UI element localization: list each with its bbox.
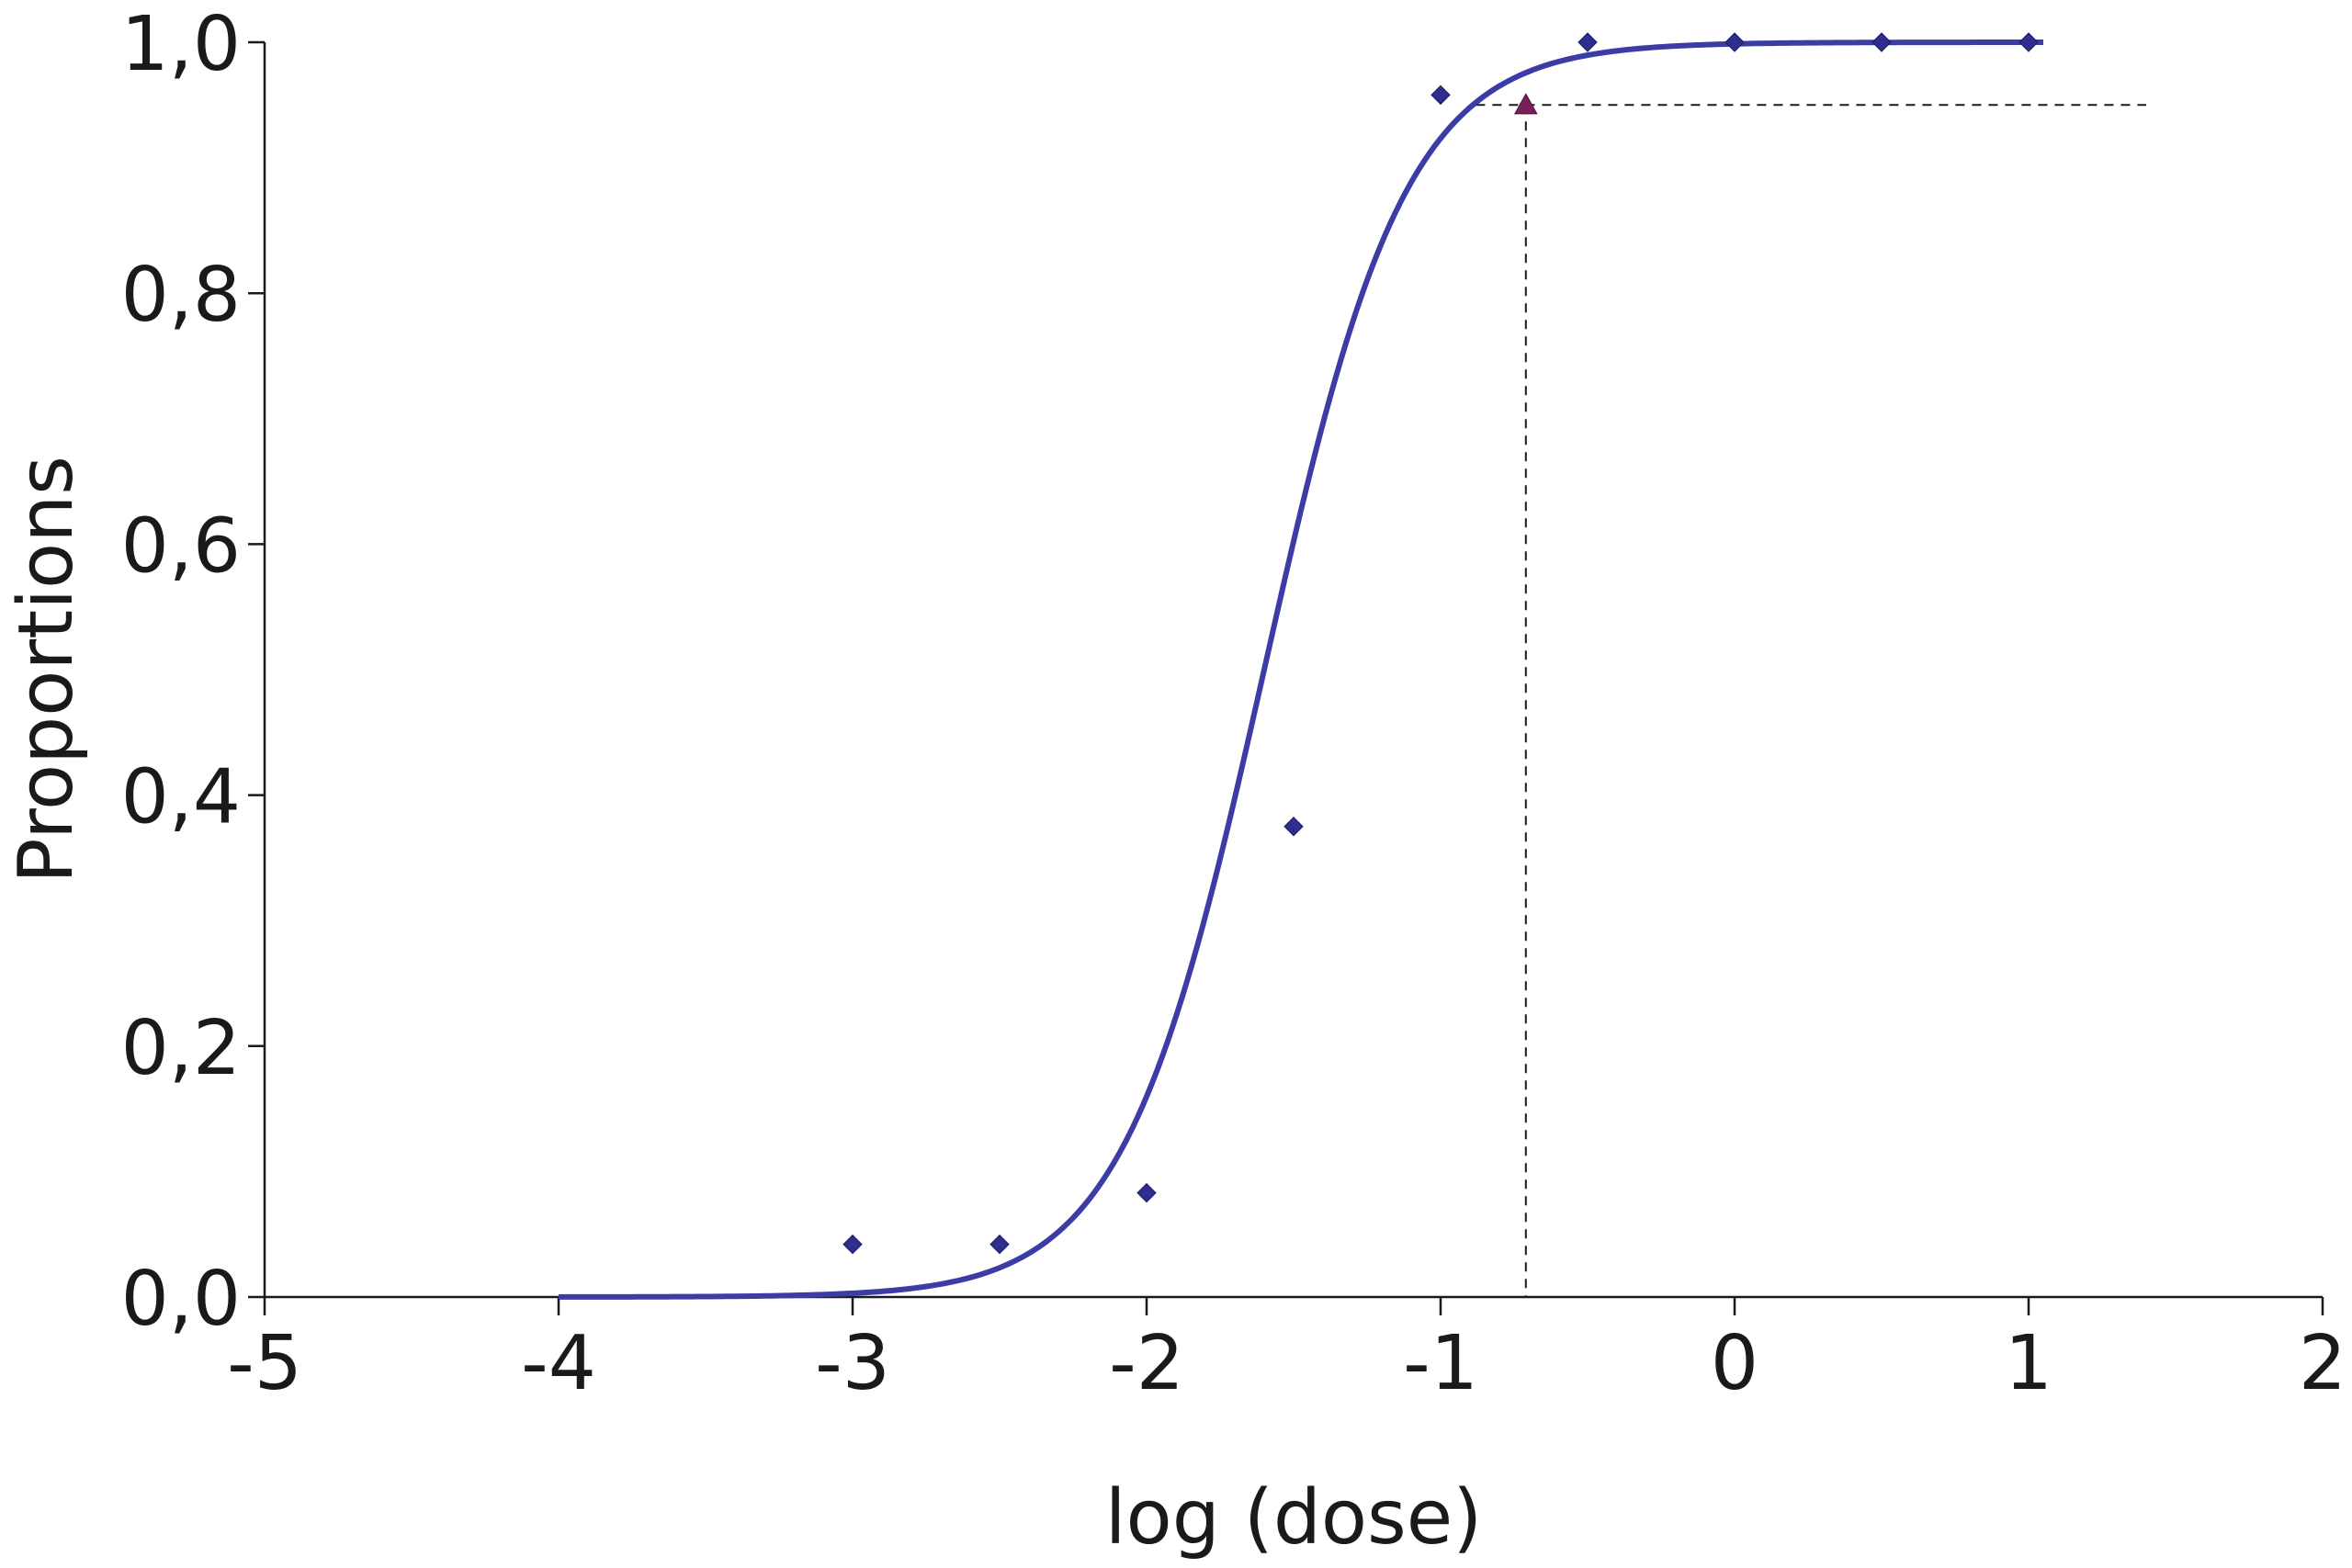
x-tick-label: 2: [2299, 1320, 2346, 1407]
data-point: [989, 1234, 1010, 1255]
highlight-point: [1513, 93, 1538, 115]
x-tick-label: 1: [2005, 1320, 2052, 1407]
data-point: [1430, 85, 1451, 106]
x-tick-label: -4: [521, 1320, 596, 1407]
data-point: [1136, 1182, 1157, 1203]
y-tick-label: 0,8: [121, 252, 241, 339]
x-tick-label: -3: [815, 1320, 890, 1407]
data-point: [2018, 32, 2039, 52]
data-point: [1724, 32, 1745, 52]
y-axis-title: Proportions: [3, 456, 90, 884]
reference-guides: [1476, 104, 2146, 1297]
data-point: [842, 1234, 863, 1255]
data-points-layer: [842, 32, 2039, 1255]
x-tick-label: -2: [1109, 1320, 1184, 1407]
y-tick-label: 0,2: [121, 1005, 241, 1092]
fitted-curve: [558, 39, 2043, 1300]
x-tick-label: 0: [1711, 1320, 1758, 1407]
y-tick-label: 0,0: [121, 1256, 241, 1343]
data-point: [1871, 32, 1892, 52]
tick-labels: -5 -4 -3 -2 -1 0 1 2 0,0 0,2 0,4 0,6 0,8 1,0: [121, 1, 2347, 1407]
axes: [248, 40, 2324, 1315]
fitted-curve-layer: [558, 39, 2043, 1300]
x-tick-label: -1: [1403, 1320, 1478, 1407]
data-point: [1283, 817, 1304, 837]
x-tick-label: -5: [227, 1320, 302, 1407]
y-tick-label: 0,6: [121, 502, 241, 590]
y-tick-label: 0,4: [121, 754, 241, 841]
y-tick-label: 1,0: [121, 1, 241, 88]
x-axis-title: log (dose): [1105, 1474, 1482, 1562]
data-point: [1577, 32, 1598, 52]
